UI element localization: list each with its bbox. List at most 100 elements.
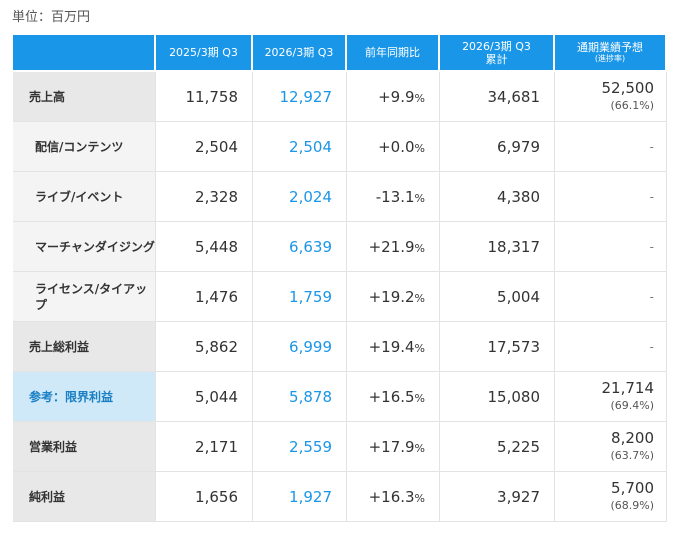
header-cumulative-line1: 2026/3期 Q3	[462, 39, 531, 53]
table-row: ライセンス/タイアップ 1,476 1,759 +19.2% 5,004 -	[13, 272, 667, 322]
curr-value: 12,927	[253, 72, 347, 122]
yoy-percent: %	[414, 441, 425, 455]
yoy-percent: %	[414, 241, 425, 255]
header-yoy: 前年同期比	[347, 35, 440, 72]
yoy-value: +19.4%	[347, 322, 440, 372]
row-label: 配信/コンテンツ	[13, 122, 156, 172]
yoy-number: -13.1	[375, 187, 415, 206]
curr-value: 1,927	[253, 472, 347, 522]
header-cumulative-line2: 累計	[485, 52, 508, 66]
yoy-percent: %	[414, 91, 425, 105]
curr-value: 6,639	[253, 222, 347, 272]
cumulative-value: 15,080	[440, 372, 555, 422]
header-prev-q3: 2025/3期 Q3	[156, 35, 253, 72]
prev-value: 2,504	[156, 122, 253, 172]
curr-value: 2,559	[253, 422, 347, 472]
financial-table: 2025/3期 Q3 2026/3期 Q3 前年同期比 2026/3期 Q3 累…	[13, 35, 667, 522]
yoy-percent: %	[414, 191, 425, 205]
yoy-value: +21.9%	[347, 222, 440, 272]
row-label: ライブ/イベント	[13, 172, 156, 222]
yoy-value: +0.0%	[347, 122, 440, 172]
table-row: 配信/コンテンツ 2,504 2,504 +0.0% 6,979 -	[13, 122, 667, 172]
unit-label: 単位：百万円	[12, 10, 91, 25]
cumulative-value: 6,979	[440, 122, 555, 172]
progress-ratio: (66.1%)	[610, 98, 654, 112]
prev-value: 1,476	[156, 272, 253, 322]
forecast-value: -	[649, 139, 654, 154]
row-label: 営業利益	[13, 422, 156, 472]
curr-value: 5,878	[253, 372, 347, 422]
forecast-cell: -	[555, 272, 667, 322]
yoy-value: +17.9%	[347, 422, 440, 472]
yoy-percent: %	[414, 341, 425, 355]
yoy-percent: %	[414, 491, 425, 505]
forecast-value: -	[649, 239, 654, 254]
yoy-number: +21.9	[368, 237, 415, 256]
yoy-value: -13.1%	[347, 172, 440, 222]
prev-value: 2,328	[156, 172, 253, 222]
forecast-cell: -	[555, 322, 667, 372]
forecast-cell: 21,714 (69.4%)	[555, 372, 667, 422]
header-cumulative: 2026/3期 Q3 累計	[440, 35, 555, 72]
header-forecast-line2: (進捗率)	[594, 54, 626, 63]
progress-ratio: (68.9%)	[610, 498, 654, 512]
yoy-value: +16.3%	[347, 472, 440, 522]
curr-value: 1,759	[253, 272, 347, 322]
forecast-cell: -	[555, 122, 667, 172]
progress-ratio: (69.4%)	[610, 398, 654, 412]
cumulative-value: 5,225	[440, 422, 555, 472]
forecast-cell: -	[555, 172, 667, 222]
row-label: 売上総利益	[13, 322, 156, 372]
header-forecast: 通期業績予想 (進捗率)	[555, 35, 667, 72]
header-forecast-line1: 通期業績予想	[577, 41, 643, 54]
row-label: マーチャンダイジング	[13, 222, 156, 272]
forecast-cell: -	[555, 222, 667, 272]
row-label: 売上高	[13, 72, 156, 122]
prev-value: 11,758	[156, 72, 253, 122]
table-row: 売上総利益 5,862 6,999 +19.4% 17,573 -	[13, 322, 667, 372]
forecast-value: 8,200	[611, 428, 654, 447]
table-row: ライブ/イベント 2,328 2,024 -13.1% 4,380 -	[13, 172, 667, 222]
cumulative-value: 4,380	[440, 172, 555, 222]
table-row: マーチャンダイジング 5,448 6,639 +21.9% 18,317 -	[13, 222, 667, 272]
table-row: 売上高 11,758 12,927 +9.9% 34,681 52,500 (66…	[13, 72, 667, 122]
yoy-percent: %	[414, 141, 425, 155]
yoy-value: +19.2%	[347, 272, 440, 322]
yoy-number: +9.9	[378, 87, 415, 106]
yoy-number: +19.2	[368, 287, 415, 306]
yoy-number: +0.0	[378, 137, 415, 156]
forecast-value: -	[649, 189, 654, 204]
forecast-value: 5,700	[611, 478, 654, 497]
cumulative-value: 34,681	[440, 72, 555, 122]
table-row: 参考：限界利益 5,044 5,878 +16.5% 15,080 21,714…	[13, 372, 667, 422]
cumulative-value: 18,317	[440, 222, 555, 272]
curr-value: 2,024	[253, 172, 347, 222]
cumulative-value: 17,573	[440, 322, 555, 372]
forecast-cell: 52,500 (66.1%)	[555, 72, 667, 122]
prev-value: 5,448	[156, 222, 253, 272]
yoy-number: +19.4	[368, 337, 415, 356]
cumulative-value: 3,927	[440, 472, 555, 522]
curr-value: 2,504	[253, 122, 347, 172]
row-label: 純利益	[13, 472, 156, 522]
table-row: 純利益 1,656 1,927 +16.3% 3,927 5,700 (68.9%…	[13, 472, 667, 522]
row-label: 参考：限界利益	[13, 372, 156, 422]
curr-value: 6,999	[253, 322, 347, 372]
prev-value: 5,862	[156, 322, 253, 372]
yoy-value: +9.9%	[347, 72, 440, 122]
forecast-value: -	[649, 289, 654, 304]
forecast-cell: 5,700 (68.9%)	[555, 472, 667, 522]
yoy-percent: %	[414, 291, 425, 305]
forecast-value: 21,714	[601, 378, 655, 397]
cumulative-value: 5,004	[440, 272, 555, 322]
forecast-cell: 8,200 (63.7%)	[555, 422, 667, 472]
forecast-value: 52,500	[601, 78, 655, 97]
prev-value: 2,171	[156, 422, 253, 472]
forecast-value: -	[649, 339, 654, 354]
yoy-percent: %	[414, 391, 425, 405]
yoy-number: +16.5	[368, 387, 415, 406]
header-row: 2025/3期 Q3 2026/3期 Q3 前年同期比 2026/3期 Q3 累…	[13, 35, 667, 72]
row-label: ライセンス/タイアップ	[13, 272, 156, 322]
header-curr-q3: 2026/3期 Q3	[253, 35, 347, 72]
yoy-number: +16.3	[368, 487, 415, 506]
